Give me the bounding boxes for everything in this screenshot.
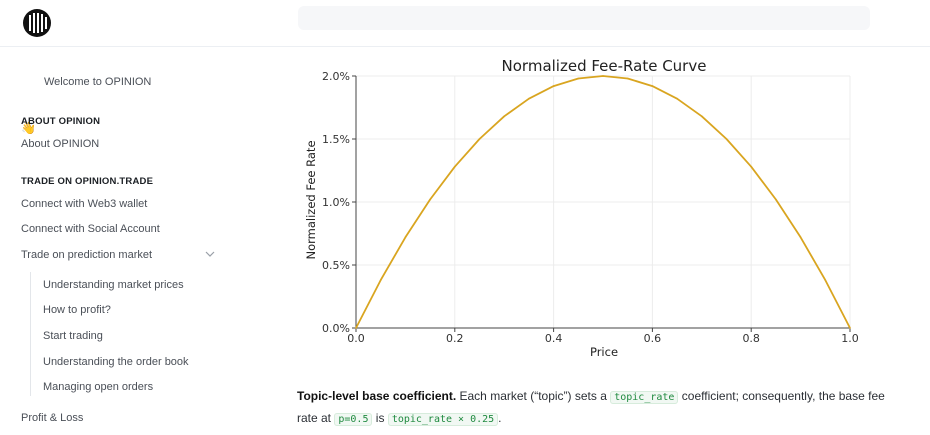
chart-y-axis-label: Normalized Fee Rate xyxy=(304,140,318,259)
sidebar-item-order-book[interactable]: Understanding the order book xyxy=(43,356,189,368)
sidebar-item-start-trading[interactable]: Start trading xyxy=(43,330,103,342)
code-topic-rate: topic_rate xyxy=(610,391,679,404)
sidebar-item-trade-prediction[interactable]: Trade on prediction market xyxy=(21,249,153,261)
submenu-rail xyxy=(30,272,31,396)
fee-rate-data-point xyxy=(577,77,580,80)
fee-rate-data-point xyxy=(429,198,431,201)
paragraph-text: coefficient; consequently, the base fee … xyxy=(297,389,885,425)
paragraph-text: is xyxy=(372,411,388,425)
fee-rate-data-point xyxy=(651,85,654,87)
sidebar-item-connect-wallet[interactable]: Connect with Web3 wallet xyxy=(21,198,148,210)
fee-rate-data-point xyxy=(725,138,728,140)
sidebar-item-market-prices[interactable]: Understanding market prices xyxy=(43,279,184,291)
fee-rate-data-point xyxy=(676,97,678,100)
y-tick-label: 1.0% xyxy=(322,196,350,209)
code-formula: topic_rate × 0.25 xyxy=(387,413,499,426)
x-tick-label: 1.0 xyxy=(841,332,859,345)
paragraph-text: Each market (“topic”) sets a xyxy=(456,389,611,403)
fee-rate-chart: 0.0 0.2 0.4 0.6 0.8 1.0 0.0% 0.5% 1.0% 1.5% 2.0% N… xyxy=(304,57,859,359)
y-tick-label: 1.5% xyxy=(322,133,350,146)
fee-rate-data-point xyxy=(824,279,827,281)
chart-title: Normalized Fee-Rate Curve xyxy=(502,57,707,75)
paragraph-text: . xyxy=(498,411,502,425)
wave-icon: 👋 xyxy=(21,121,36,135)
code-p-value: p=0.5 xyxy=(334,413,373,426)
fee-rate-data-point xyxy=(379,279,382,281)
section-heading-about: ABOUT OPINION xyxy=(21,116,101,127)
fee-rate-data-point xyxy=(503,115,505,118)
x-tick-label: 0.8 xyxy=(742,332,760,345)
fee-rate-data-point xyxy=(750,165,752,168)
fee-rate-data-point xyxy=(626,77,629,80)
sidebar-item-open-orders[interactable]: Managing open orders xyxy=(43,381,154,393)
y-tick-label: 2.0% xyxy=(322,70,350,83)
paragraph-base-coefficient: Topic-level base coefficient. Each marke… xyxy=(297,386,887,430)
fee-rate-data-point xyxy=(454,165,456,168)
sidebar-item-about[interactable]: About OPINION xyxy=(21,138,100,150)
fee-rate-data-point xyxy=(799,236,802,239)
chart-ticks: 0.0 0.2 0.4 0.6 0.8 1.0 0.0% 0.5% 1.0% 1.5% 2.0% xyxy=(322,70,859,345)
main-content: 0.0 0.2 0.4 0.6 0.8 1.0 0.0% 0.5% 1.0% 1.5% 2.0% N… xyxy=(290,46,930,435)
chart-grid xyxy=(355,75,851,329)
paragraph-bold-lead: Topic-level base coefficient. xyxy=(297,389,457,403)
sidebar-item-profit-loss[interactable]: Profit & Loss xyxy=(21,412,84,424)
sidebar: 👋 Welcome to OPINION ABOUT OPINION About… xyxy=(0,46,270,435)
opinion-logo-icon[interactable] xyxy=(22,8,52,38)
fee-rate-data-point xyxy=(355,327,357,329)
fee-rate-data-point xyxy=(478,138,481,140)
x-tick-label: 0.6 xyxy=(644,332,662,345)
fee-rate-data-point xyxy=(404,236,407,239)
fee-rate-data-point xyxy=(849,327,851,329)
fee-rate-data-point xyxy=(602,75,604,77)
fee-rate-data-point xyxy=(552,85,555,87)
chart-series xyxy=(355,75,851,329)
x-tick-label: 0.2 xyxy=(446,332,464,345)
y-tick-label: 0.5% xyxy=(322,259,350,272)
sidebar-item-how-to-profit[interactable]: How to profit? xyxy=(43,304,111,316)
x-tick-label: 0.4 xyxy=(545,332,563,345)
top-bar xyxy=(0,0,930,47)
fee-rate-data-point xyxy=(701,115,703,118)
fee-rate-data-point xyxy=(528,97,530,100)
chart-x-axis-label: Price xyxy=(590,345,618,359)
y-tick-label: 0.0% xyxy=(322,322,350,335)
section-heading-trade: TRADE ON OPINION.TRADE xyxy=(21,176,154,187)
x-tick-label: 0.0 xyxy=(347,332,365,345)
fee-rate-data-point xyxy=(775,198,777,201)
sidebar-item-welcome[interactable]: Welcome to OPINION xyxy=(44,76,152,88)
chevron-down-icon[interactable] xyxy=(205,249,215,259)
search-bar[interactable] xyxy=(298,6,870,30)
sidebar-item-connect-social[interactable]: Connect with Social Account xyxy=(21,223,160,235)
